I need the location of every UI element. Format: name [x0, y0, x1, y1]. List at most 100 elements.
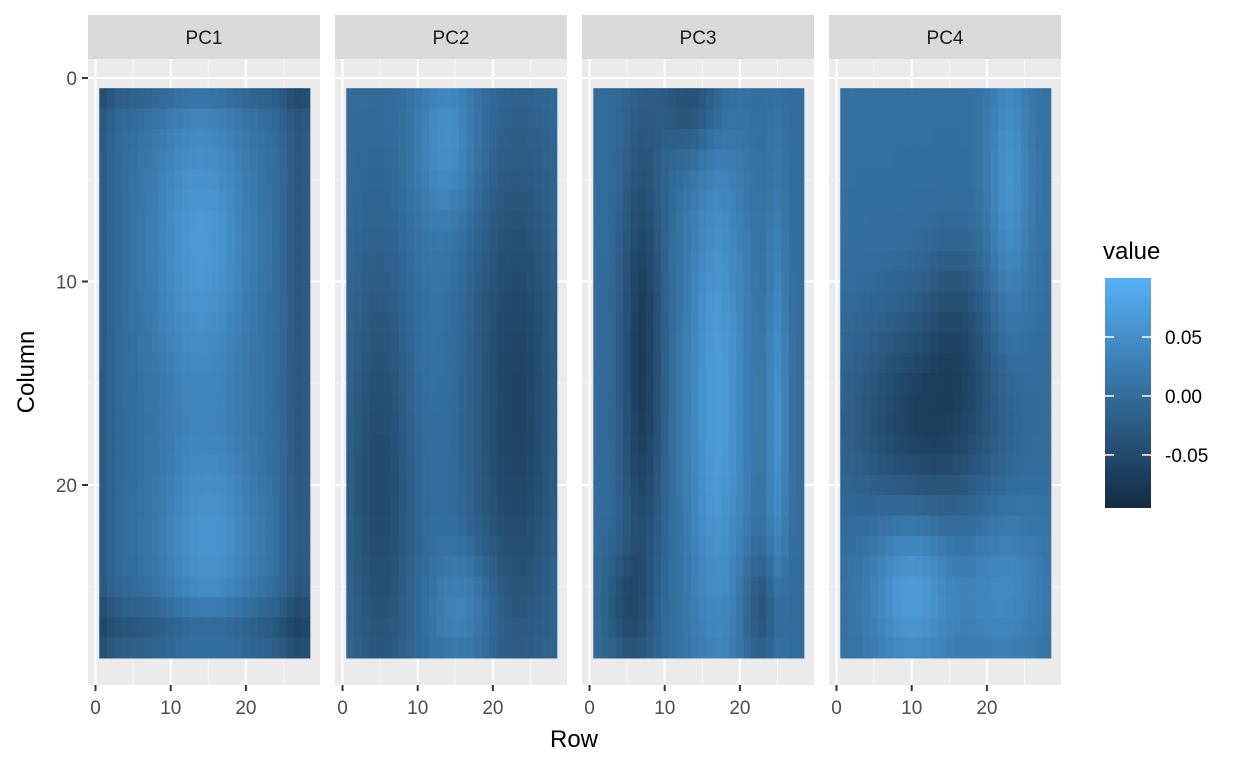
- heatmap-tile: [922, 495, 931, 517]
- heatmap-tile: [159, 373, 168, 394]
- heatmap-tile: [870, 108, 879, 130]
- heatmap-tile: [436, 88, 445, 110]
- heatmap-tile: [653, 576, 662, 598]
- heatmap-tile: [1035, 149, 1044, 171]
- heatmap-tile: [615, 271, 624, 293]
- heatmap-tile: [1005, 250, 1014, 272]
- heatmap-tile: [204, 515, 213, 537]
- heatmap-tile: [968, 556, 977, 578]
- heatmap-tile: [197, 88, 206, 110]
- heatmap-tile: [788, 149, 797, 171]
- heatmap-tile: [766, 637, 775, 659]
- heatmap-tile: [234, 332, 243, 354]
- heatmap-tile: [630, 108, 639, 130]
- heatmap-tile: [534, 576, 543, 598]
- heatmap-tile: [892, 515, 901, 537]
- heatmap-tile: [181, 128, 190, 150]
- heatmap-tile: [736, 474, 745, 496]
- heatmap-tile: [751, 596, 760, 618]
- heatmap-tile: [615, 454, 624, 476]
- heatmap-tile: [900, 434, 909, 455]
- heatmap-tile: [249, 128, 258, 150]
- heatmap-tile: [713, 128, 722, 150]
- heatmap-tile: [459, 393, 468, 415]
- heatmap-tile: [534, 495, 543, 517]
- heatmap-tile: [915, 312, 924, 333]
- heatmap-tile: [189, 108, 198, 130]
- heatmap-tile: [862, 291, 871, 313]
- heatmap-tile: [526, 210, 535, 232]
- heatmap-tile: [136, 352, 145, 374]
- heatmap-tile: [645, 535, 654, 557]
- heatmap-tile: [391, 271, 400, 293]
- heatmap-tile: [1020, 291, 1029, 313]
- heatmap-tile: [877, 149, 886, 171]
- heatmap-tile: [788, 454, 797, 476]
- y-tick-label: 0: [66, 69, 77, 90]
- heatmap-tile: [773, 230, 782, 252]
- heatmap-tile: [1028, 271, 1037, 293]
- heatmap-tile: [466, 210, 475, 232]
- heatmap-tile: [181, 352, 190, 374]
- heatmap-tile: [593, 88, 602, 110]
- heatmap-tile: [653, 312, 662, 333]
- heatmap-tile: [600, 88, 609, 110]
- heatmap-tile: [189, 312, 198, 333]
- heatmap-tile: [249, 495, 258, 517]
- heatmap-tile: [234, 596, 243, 618]
- heatmap-tile: [383, 189, 392, 211]
- heatmap-tile: [436, 637, 445, 659]
- heatmap-tile: [743, 291, 752, 313]
- heatmap-tile: [983, 271, 992, 293]
- heatmap-tile: [660, 210, 669, 232]
- heatmap-tile: [615, 88, 624, 110]
- heatmap-tile: [653, 454, 662, 476]
- heatmap-tile: [136, 291, 145, 313]
- heatmap-tile: [264, 149, 273, 171]
- heatmap-tile: [444, 169, 453, 191]
- heatmap-tile: [391, 373, 400, 394]
- heatmap-tile: [136, 556, 145, 578]
- heatmap-tile: [519, 352, 528, 374]
- heatmap-tile: [526, 149, 535, 171]
- heatmap-tile: [870, 189, 879, 211]
- heatmap-tile: [526, 312, 535, 333]
- heatmap-tile: [272, 210, 281, 232]
- heatmap-tile: [922, 454, 931, 476]
- heatmap-tile: [892, 250, 901, 272]
- heatmap-tile: [368, 230, 377, 252]
- heatmap-tile: [249, 637, 258, 659]
- heatmap-tile: [421, 271, 430, 293]
- heatmap-tile: [945, 149, 954, 171]
- heatmap-tile: [511, 352, 520, 374]
- heatmap-tile: [114, 373, 123, 394]
- heatmap-tile: [615, 149, 624, 171]
- heatmap-tile: [766, 312, 775, 333]
- heatmap-tile: [302, 250, 311, 272]
- heatmap-tile: [451, 332, 460, 354]
- heatmap-tile: [346, 250, 355, 272]
- heatmap-tile: [675, 596, 684, 618]
- heatmap-tile: [511, 373, 520, 394]
- heatmap-tile: [526, 617, 535, 639]
- heatmap-tile: [1028, 373, 1037, 394]
- heatmap-tile: [945, 596, 954, 618]
- heatmap-tile: [855, 210, 864, 232]
- heatmap-tile: [713, 189, 722, 211]
- heatmap-tile: [915, 556, 924, 578]
- heatmap-tile: [227, 250, 236, 272]
- heatmap-tile: [660, 271, 669, 293]
- heatmap-tile: [600, 271, 609, 293]
- heatmap-tile: [758, 189, 767, 211]
- heatmap-tile: [166, 128, 175, 150]
- heatmap-tile: [638, 617, 647, 639]
- heatmap-tile: [106, 535, 115, 557]
- heatmap-tile: [279, 291, 288, 313]
- heatmap-tile: [847, 88, 856, 110]
- heatmap-tile: [855, 413, 864, 435]
- heatmap-tile: [242, 230, 251, 252]
- heatmap-tile: [953, 576, 962, 598]
- heatmap-tile: [721, 312, 730, 333]
- heatmap-tile: [698, 434, 707, 455]
- heatmap-tile: [519, 596, 528, 618]
